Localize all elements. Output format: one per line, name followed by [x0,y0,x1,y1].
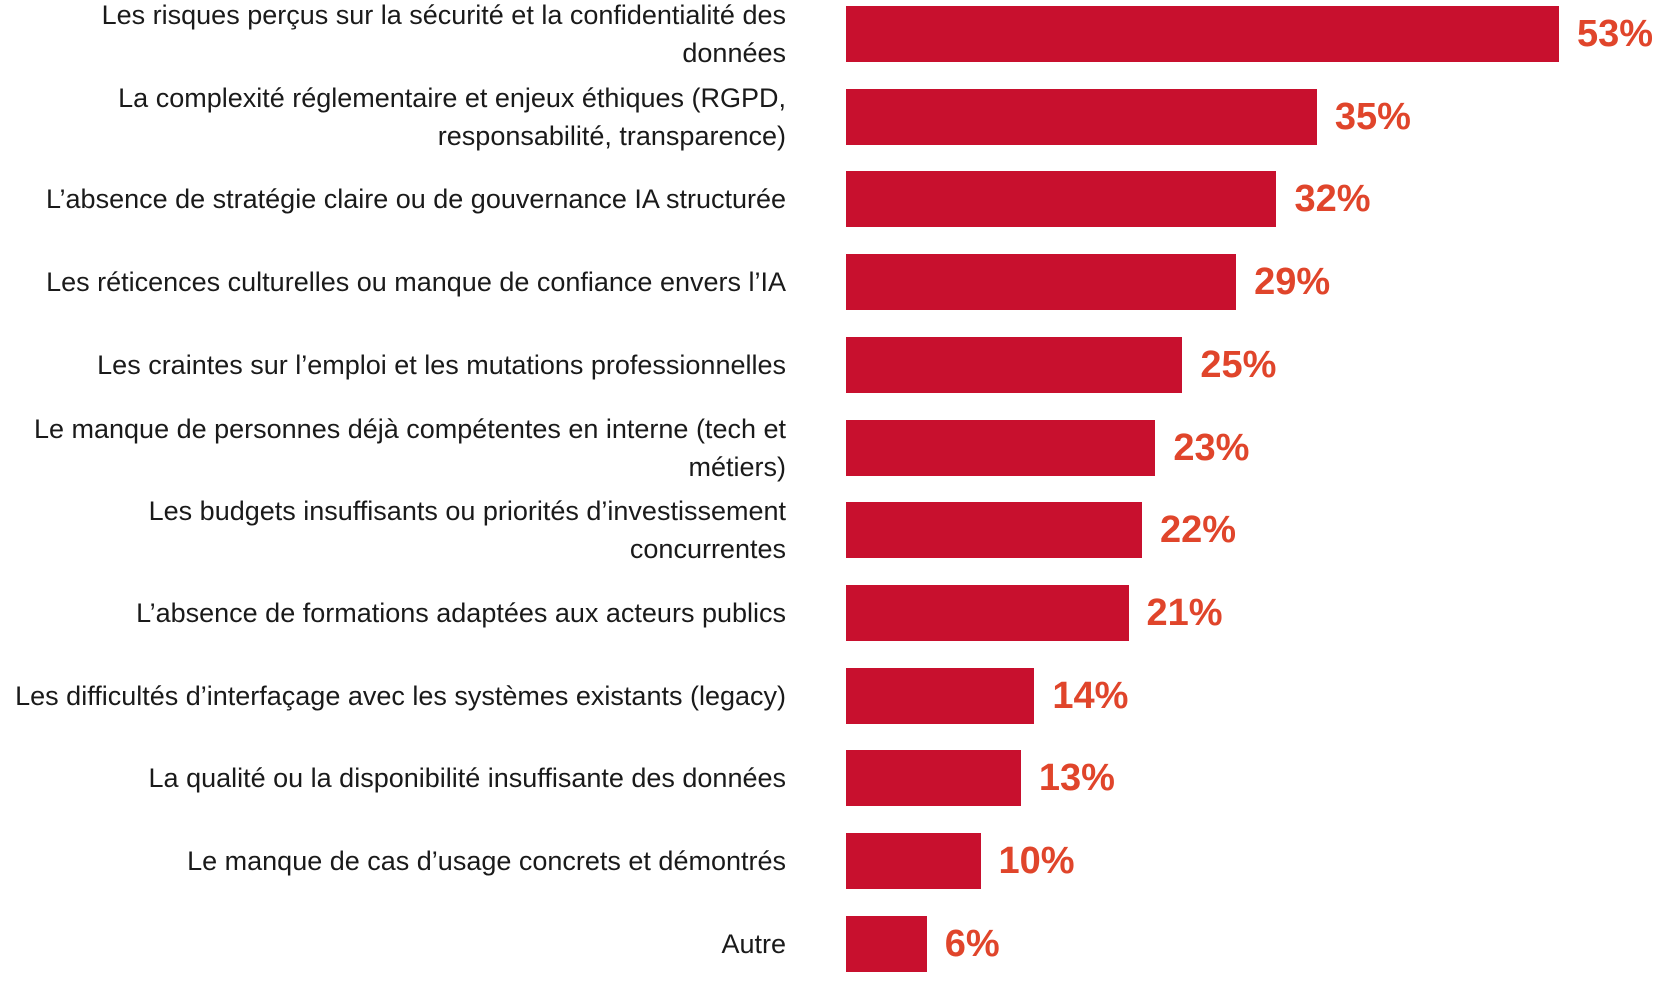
category-text: Les difficultés d’interfaçage avec les s… [15,680,786,711]
category-text: Les risques perçus sur la sécurité et la… [101,0,786,68]
bar [846,915,927,972]
category-text: La qualité ou la disponibilité insuffisa… [148,763,786,794]
category-label: La qualité ou la disponibilité insuffisa… [0,737,786,819]
value-label: 6% [944,922,1000,965]
value-label: 10% [998,840,1075,882]
category-text: La complexité réglementaire et enjeux ét… [118,82,786,151]
category-label: Les réticences culturelles ou manque de … [0,241,786,323]
category-label: L’absence de formations adaptées aux act… [0,572,786,654]
category-label: Les risques perçus sur la sécurité et la… [0,0,786,75]
category-text: Autre [721,928,786,959]
category-text: Les budgets insuffisants ou priorités d’… [148,496,786,565]
category-text: Le manque de cas d’usage concrets et dém… [187,846,786,876]
value-label: 53% [1577,13,1654,55]
category-text: Les réticences culturelles ou manque de … [46,267,786,298]
bar [846,6,1559,62]
bar [846,419,1156,476]
category-label: Les craintes sur l’emploi et les mutatio… [0,324,786,406]
value-label: 21% [1146,591,1223,634]
bar [846,750,1021,807]
value-label: 35% [1334,95,1411,138]
value-label: 29% [1254,261,1331,304]
category-text: Le manque de personnes déjà compétentes … [33,413,786,482]
bar [846,336,1183,393]
bar [846,833,981,889]
value-label: 32% [1294,178,1371,221]
bar [846,584,1129,641]
category-label: Les budgets insuffisants ou priorités d’… [0,489,786,571]
value-label: 13% [1038,757,1115,800]
category-label: Le manque de cas d’usage concrets et dém… [0,820,786,902]
category-label: Autre [0,903,786,985]
bar [846,502,1142,559]
category-text: Les craintes sur l’emploi et les mutatio… [97,349,786,380]
bar [846,171,1277,228]
bar [846,88,1317,145]
bar [846,667,1035,724]
value-label: 23% [1173,426,1250,469]
category-label: L’absence de stratégie claire ou de gouv… [0,158,786,240]
category-label: La complexité réglementaire et enjeux ét… [0,76,786,158]
category-text: L’absence de formations adaptées aux act… [136,597,786,628]
value-label: 14% [1052,674,1129,717]
category-label: Le manque de personnes déjà compétentes … [0,407,786,489]
bar [846,254,1237,311]
value-label: 22% [1159,509,1237,552]
value-label: 25% [1200,343,1277,386]
category-text: L’absence de stratégie claire ou de gouv… [46,184,786,215]
category-label: Les difficultés d’interfaçage avec les s… [0,655,786,737]
